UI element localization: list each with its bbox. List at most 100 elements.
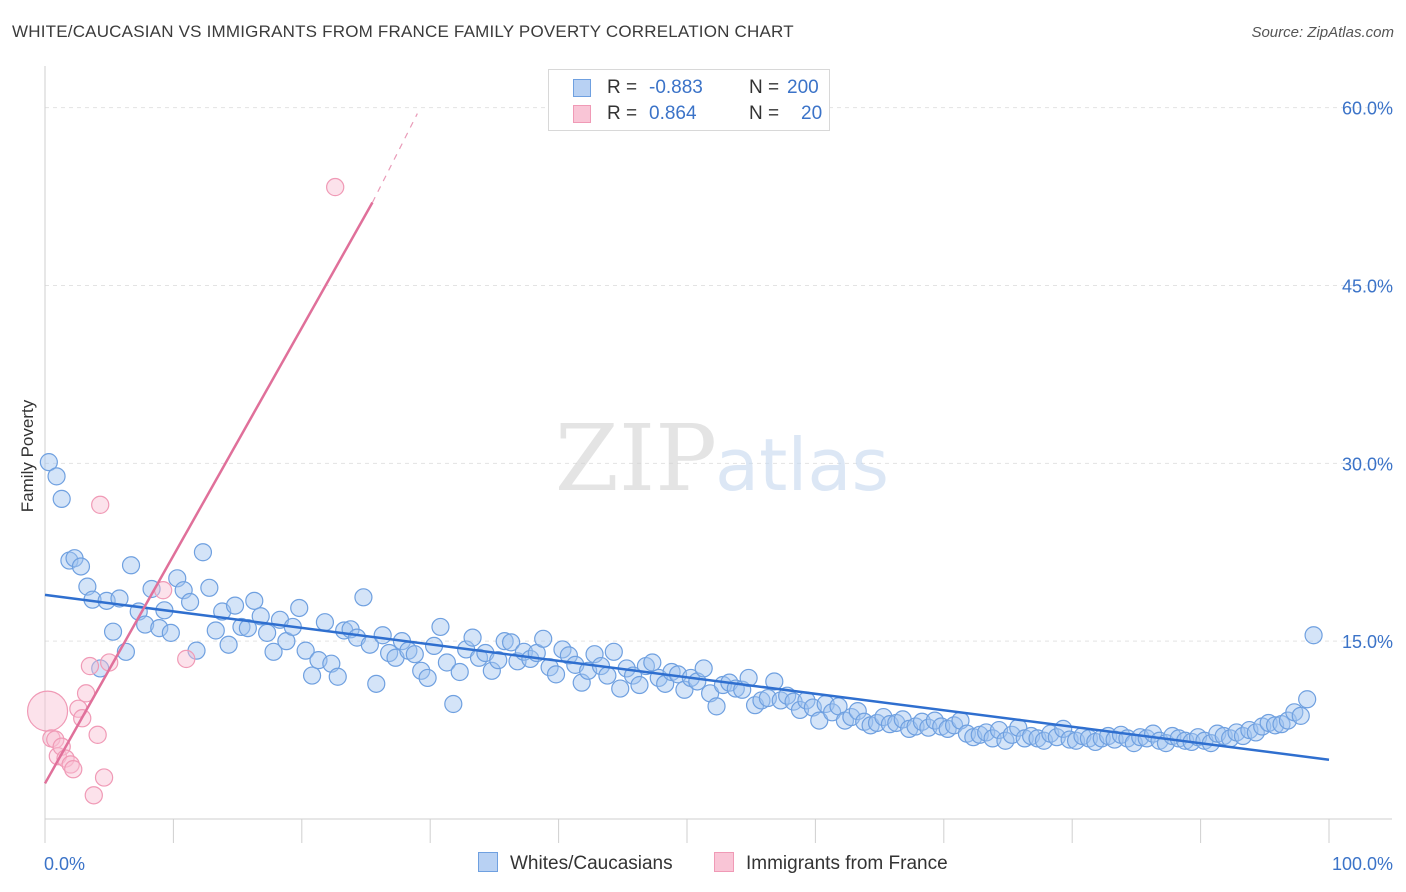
- y-axis-label: Family Poverty: [18, 399, 37, 512]
- whites-point: [437, 653, 456, 672]
- y-tick-label: 30.0%: [1342, 454, 1393, 474]
- france-point: [94, 768, 114, 787]
- whites-point: [546, 665, 566, 684]
- whites-point: [431, 617, 450, 637]
- whites-point: [232, 617, 251, 637]
- whites-point: [193, 543, 213, 562]
- watermark: ZIP atlas: [555, 405, 889, 512]
- whites-point: [219, 635, 238, 654]
- whites-point: [1304, 626, 1323, 645]
- whites-point: [373, 626, 392, 645]
- legend-r-value: -0.883: [649, 77, 703, 98]
- whites-point: [450, 662, 469, 682]
- whites-point: [694, 659, 713, 678]
- france-point: [61, 755, 80, 774]
- legend-r-label: R =: [607, 103, 638, 124]
- legend-r-value: 0.864: [649, 103, 697, 124]
- whites-point: [1291, 706, 1310, 725]
- france-point: [26, 690, 69, 732]
- whites-point: [296, 641, 315, 660]
- y-tick-label: 60.0%: [1342, 99, 1393, 119]
- france-point: [326, 177, 345, 197]
- x-tick-labels: 0.0% 100.0%: [44, 854, 1393, 874]
- bottom-legend-label-france: Immigrants from France: [746, 853, 948, 874]
- whites-point: [810, 711, 829, 730]
- correlation-legend: R = -0.883 N = 200 R = 0.864 N = 20: [548, 69, 830, 131]
- whites-point: [302, 666, 322, 685]
- whites-point: [180, 592, 200, 612]
- axes: [44, 66, 1392, 843]
- whites-point: [354, 588, 373, 607]
- france-trend-line: [43, 201, 374, 785]
- whites-point: [405, 645, 424, 664]
- whites-point: [765, 672, 784, 691]
- bottom-legend-swatch-whites: [478, 852, 498, 872]
- whites-point: [136, 615, 155, 634]
- whites-point: [245, 591, 264, 610]
- whites-point: [572, 673, 591, 692]
- watermark-zip: ZIP: [555, 405, 717, 512]
- whites-point: [328, 667, 347, 686]
- whites-point: [848, 702, 867, 721]
- bottom-legend-label-whites: Whites/Caucasians: [510, 853, 673, 874]
- whites-point: [559, 646, 578, 665]
- whites-point: [258, 623, 277, 642]
- x-tick-label: 0.0%: [44, 854, 85, 874]
- trend-lines: [43, 113, 1330, 785]
- whites-point: [598, 666, 617, 685]
- whites-point: [534, 629, 553, 648]
- whites-point: [463, 628, 482, 647]
- whites-point: [585, 645, 604, 664]
- chart-title: WHITE/CAUCASIAN VS IMMIGRANTS FROM FRANC…: [12, 22, 794, 41]
- whites-point: [39, 453, 58, 472]
- legend-n-value: 200: [787, 77, 819, 98]
- france-trend-extension: [371, 113, 418, 203]
- whites-point: [52, 489, 71, 508]
- legend-swatch-whites: [573, 79, 591, 97]
- whites-point: [919, 718, 938, 737]
- bottom-legend-whites: Whites/Caucasians: [478, 852, 673, 875]
- legend-n-value: 20: [801, 103, 823, 124]
- france-point: [88, 725, 107, 744]
- legend-n-label: N =: [749, 77, 780, 98]
- whites-point: [367, 674, 386, 693]
- bottom-legend-france: Immigrants from France: [714, 852, 948, 875]
- legend-r-label: R =: [607, 77, 638, 98]
- whites-point: [707, 697, 726, 716]
- whites-point: [418, 668, 437, 688]
- whites-point: [200, 578, 219, 597]
- whites-point: [103, 622, 123, 641]
- whites-point: [495, 632, 514, 651]
- france-point: [177, 649, 196, 669]
- whites-point: [121, 556, 141, 575]
- whites-point: [251, 607, 270, 626]
- whites-point: [150, 619, 169, 638]
- watermark-atlas: atlas: [715, 423, 889, 507]
- france-point: [84, 786, 103, 805]
- whites-point: [604, 642, 623, 661]
- france-point: [64, 760, 83, 779]
- whites-point: [168, 569, 187, 588]
- whites-point: [444, 694, 463, 714]
- x-tick-label: 100.0%: [1332, 854, 1393, 874]
- france-point: [80, 656, 100, 676]
- whites-point: [174, 581, 193, 600]
- whites-point: [412, 661, 431, 680]
- whites-point: [501, 633, 521, 652]
- legend-n-label: N =: [749, 103, 780, 124]
- whites-point: [489, 651, 508, 670]
- whites-point: [225, 596, 245, 615]
- france-points: [26, 177, 345, 805]
- bottom-legend-swatch-france: [714, 852, 734, 872]
- whites-point: [482, 661, 501, 680]
- y-tick-labels: 15.0% 30.0% 45.0% 60.0%: [1342, 99, 1393, 653]
- whites-point: [643, 653, 662, 672]
- whites-point: [238, 619, 257, 638]
- whites-point: [611, 679, 630, 698]
- gridlines: [45, 107, 1392, 642]
- whites-point: [630, 675, 649, 695]
- whites-point: [71, 557, 91, 576]
- legend-swatch-france: [573, 105, 591, 123]
- whites-trend-line: [44, 593, 1330, 761]
